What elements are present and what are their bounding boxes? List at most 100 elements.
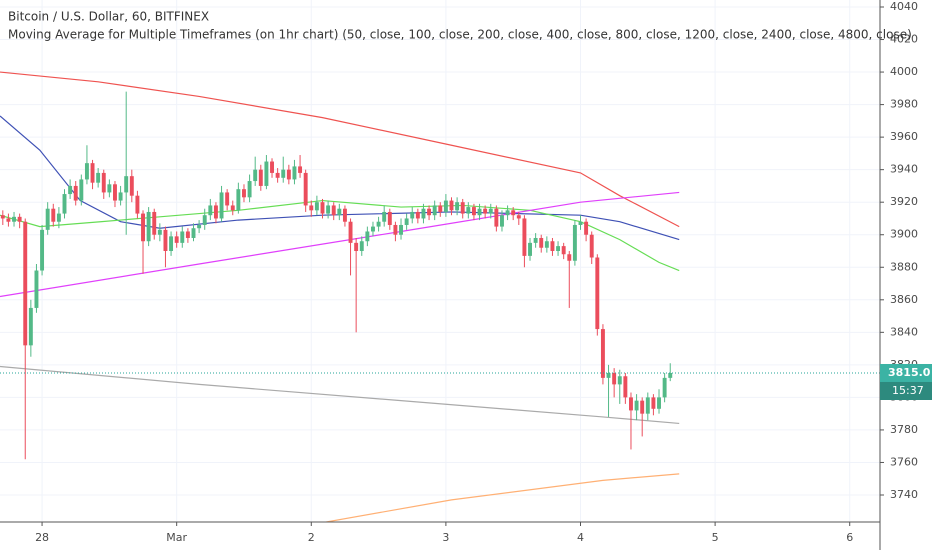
candle-body bbox=[528, 242, 532, 256]
candle-body bbox=[645, 397, 650, 414]
candle-body bbox=[326, 205, 331, 214]
y-tick-label: 3920 bbox=[890, 195, 918, 208]
candle-body bbox=[466, 207, 471, 214]
x-tick-label: 5 bbox=[712, 531, 719, 544]
candle-body bbox=[421, 208, 426, 219]
candle-body bbox=[511, 210, 516, 216]
candle-body bbox=[17, 216, 22, 222]
y-tick-label: 3780 bbox=[890, 423, 918, 436]
candle-body bbox=[544, 241, 549, 248]
candle-body bbox=[359, 241, 364, 251]
candle-body bbox=[578, 221, 583, 225]
candle-body bbox=[185, 231, 190, 238]
candle-body bbox=[477, 208, 482, 216]
candle-body bbox=[404, 218, 409, 225]
countdown-box bbox=[880, 381, 932, 400]
candle-body bbox=[0, 215, 5, 219]
x-tick-label: Mar bbox=[166, 531, 187, 544]
chart-subtitle: Moving Average for Multiple Timeframes (… bbox=[8, 28, 912, 42]
moving-average bbox=[0, 365, 680, 425]
candle-body bbox=[208, 205, 213, 216]
candle-body bbox=[331, 205, 336, 216]
x-tick-label: 28 bbox=[35, 531, 49, 544]
candle-body bbox=[415, 211, 420, 219]
candle-body bbox=[152, 211, 157, 235]
candle-body bbox=[197, 224, 202, 229]
y-tick-label: 3880 bbox=[890, 260, 918, 273]
candle-body bbox=[488, 208, 493, 214]
x-tick-label: 6 bbox=[846, 531, 853, 544]
candle-body bbox=[483, 208, 488, 214]
candle-body bbox=[34, 270, 39, 308]
candle-body bbox=[6, 218, 11, 222]
y-tick-label: 4040 bbox=[890, 0, 918, 13]
candle-body bbox=[225, 192, 230, 206]
candle-body bbox=[298, 166, 303, 173]
candle-body bbox=[180, 231, 185, 243]
candle-body bbox=[286, 169, 291, 180]
candle-body bbox=[303, 172, 308, 206]
candle-body bbox=[23, 221, 28, 346]
candle-body bbox=[118, 192, 123, 201]
candle-body bbox=[634, 400, 639, 411]
candle-body bbox=[460, 202, 465, 214]
candle-body bbox=[107, 184, 112, 193]
candle-body bbox=[522, 218, 527, 256]
candle-body bbox=[668, 372, 673, 378]
candle-body bbox=[629, 397, 633, 411]
candle-body bbox=[623, 376, 628, 398]
candle-body bbox=[73, 185, 78, 201]
candle-body bbox=[28, 307, 33, 346]
candle-body bbox=[500, 215, 504, 227]
candle-body bbox=[449, 200, 454, 211]
last-price-box bbox=[880, 363, 932, 382]
candle-body bbox=[62, 194, 67, 214]
candle-body bbox=[51, 208, 56, 222]
candle-body bbox=[505, 210, 510, 216]
x-tick-label: 2 bbox=[308, 531, 315, 544]
chart-title: Bitcoin / U.S. Dollar, 60, BITFINEX bbox=[8, 10, 209, 24]
candle-body bbox=[589, 234, 594, 258]
candle-body bbox=[202, 215, 207, 225]
moving-average bbox=[0, 115, 680, 241]
candle-body bbox=[561, 246, 566, 255]
candle-body bbox=[253, 169, 258, 182]
candle-body bbox=[533, 237, 538, 243]
moving-average bbox=[0, 199, 680, 272]
candle-body bbox=[617, 376, 622, 385]
candle-body bbox=[550, 241, 555, 251]
candle-body bbox=[365, 231, 370, 242]
plot-area bbox=[0, 71, 880, 522]
candle-body bbox=[410, 211, 415, 219]
candle-body bbox=[516, 215, 521, 219]
y-tick-label: 3940 bbox=[890, 163, 918, 176]
candle-body bbox=[606, 372, 611, 378]
candle-body bbox=[387, 211, 392, 225]
candle-body bbox=[354, 242, 359, 251]
candle-body bbox=[657, 397, 661, 409]
candle-body bbox=[124, 176, 129, 193]
candle-body bbox=[141, 213, 145, 242]
y-tick-label: 4000 bbox=[890, 65, 918, 78]
candle-body bbox=[595, 257, 600, 330]
candle-body bbox=[90, 163, 95, 183]
candle-body bbox=[567, 254, 572, 261]
candle-body bbox=[12, 216, 16, 222]
candle-body bbox=[292, 166, 297, 180]
candle-body bbox=[427, 208, 432, 216]
moving-average bbox=[0, 71, 680, 228]
candle-body bbox=[438, 205, 443, 212]
candle-body bbox=[376, 221, 381, 227]
grid bbox=[0, 0, 880, 522]
candle-body bbox=[309, 205, 314, 211]
candle-body bbox=[471, 207, 476, 216]
candle-body bbox=[662, 377, 667, 398]
candle-body bbox=[348, 221, 353, 243]
candle-body bbox=[68, 185, 73, 195]
candle-body bbox=[320, 202, 325, 214]
candle-body bbox=[264, 161, 269, 186]
y-tick-label: 3840 bbox=[890, 325, 918, 338]
candle-body bbox=[213, 205, 218, 219]
